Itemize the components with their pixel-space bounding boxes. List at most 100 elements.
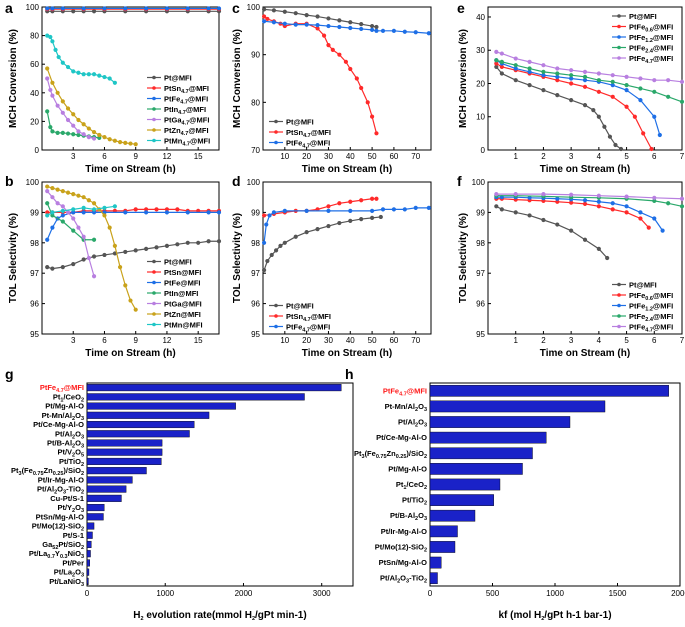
series-Pt@MFI: [45, 9, 222, 14]
data-point: [541, 69, 546, 74]
data-point: [555, 78, 560, 83]
category-label: Pt1/CeO2: [53, 392, 84, 403]
data-point: [610, 73, 615, 78]
data-point: [65, 117, 71, 123]
data-point: [206, 6, 211, 11]
x-tick-label: 5: [624, 336, 629, 345]
y-tick-label: 100: [247, 3, 261, 12]
data-point: [641, 131, 646, 136]
data-point: [315, 227, 320, 232]
data-point: [175, 207, 180, 212]
series-Pt@MFI: [494, 204, 610, 261]
x-tick-label: 12: [162, 336, 171, 345]
legend-entry: PtZn4.7@MFI: [164, 126, 209, 137]
data-point: [60, 60, 65, 65]
data-point: [326, 43, 331, 48]
data-point: [380, 207, 386, 212]
y-tick-label: 97: [30, 269, 39, 278]
category-label: Pt/B-Al2O3: [47, 438, 84, 449]
data-point: [513, 78, 518, 83]
data-point: [624, 74, 629, 79]
bar: [86, 540, 92, 548]
data-point: [494, 61, 499, 66]
y-tick-label: 96: [30, 300, 39, 309]
data-point: [107, 225, 112, 230]
data-point: [582, 201, 588, 206]
data-point: [652, 216, 657, 221]
legend-marker: [152, 117, 156, 122]
data-point: [50, 93, 55, 98]
plot-frame: [487, 181, 683, 335]
data-point: [76, 117, 81, 123]
data-point: [265, 258, 270, 264]
data-point: [348, 208, 353, 213]
data-point: [652, 89, 657, 94]
category-label: Pt3(Fe0.75Zn0.25)/SiO2: [11, 466, 84, 477]
y-axis-label: MCH Conversion (%): [232, 29, 243, 128]
bar: [86, 467, 147, 475]
data-point: [45, 76, 50, 81]
data-point: [413, 30, 418, 35]
y-tick-label: 0: [481, 146, 486, 155]
data-point: [348, 66, 353, 72]
series-PtFe@MFI: [45, 210, 222, 242]
plot-frame: [86, 382, 354, 587]
legend-entry: PtZn@MFI: [164, 310, 201, 319]
data-point: [50, 185, 55, 191]
category-label: Pt/LaNiO3: [49, 577, 84, 588]
data-point: [582, 74, 588, 79]
data-point: [71, 228, 76, 233]
data-point: [76, 70, 81, 75]
legend-entry: PtFe1.2@MFI: [629, 33, 673, 44]
data-point: [494, 49, 499, 54]
data-point: [624, 83, 629, 88]
panel-label: e: [457, 0, 465, 16]
data-point: [261, 14, 267, 19]
data-point: [45, 109, 50, 114]
bar: [86, 550, 91, 558]
data-point: [71, 216, 76, 221]
data-point: [330, 47, 335, 53]
x-tick-label: 4: [597, 336, 602, 345]
y-tick-label: 100: [247, 178, 261, 187]
data-point: [261, 268, 267, 273]
data-point: [164, 6, 170, 11]
legend-entry: PtFe4.7@MFI: [629, 54, 673, 65]
data-point: [359, 26, 364, 32]
data-point: [555, 66, 560, 71]
data-point: [369, 114, 375, 119]
data-point: [555, 222, 560, 227]
data-point: [91, 254, 97, 259]
series-PtSn4.7@MFI: [261, 14, 379, 136]
data-point: [261, 240, 267, 245]
series-line: [496, 205, 608, 259]
series-PtGa@MFI: [45, 189, 97, 279]
panel-label: g: [5, 366, 14, 382]
legend-marker: [617, 14, 621, 18]
series-PtFe1.2@MFI: [494, 58, 662, 138]
data-point: [55, 201, 60, 206]
x-tick-label: 50: [368, 336, 377, 345]
data-point: [582, 198, 588, 203]
x-tick-label: 0: [428, 589, 433, 598]
y-tick-label: 70: [251, 146, 260, 155]
y-tick-label: 97: [251, 269, 260, 278]
data-point: [267, 213, 272, 218]
y-axis-label: MCH Conversion (%): [458, 29, 469, 128]
legend-marker: [274, 303, 278, 308]
data-point: [494, 192, 499, 197]
panel-d: d 10 20 30 40 50 60 70 95 96 97 98 99 100 Time on Stre…: [232, 173, 432, 359]
data-point: [86, 126, 91, 131]
data-point: [112, 138, 117, 143]
data-point: [513, 56, 518, 61]
data-point: [652, 195, 657, 200]
legend-entry: PtFe4.7@MFI: [629, 323, 673, 334]
legend-entry: PtIn4.7@MFI: [164, 105, 206, 116]
legend-marker: [274, 314, 278, 318]
y-tick-label: 80: [30, 32, 39, 41]
legend-marker: [152, 291, 156, 295]
x-axis-label: Time on Stream (h): [302, 164, 392, 175]
legend-marker: [152, 107, 156, 111]
data-point: [649, 146, 654, 152]
